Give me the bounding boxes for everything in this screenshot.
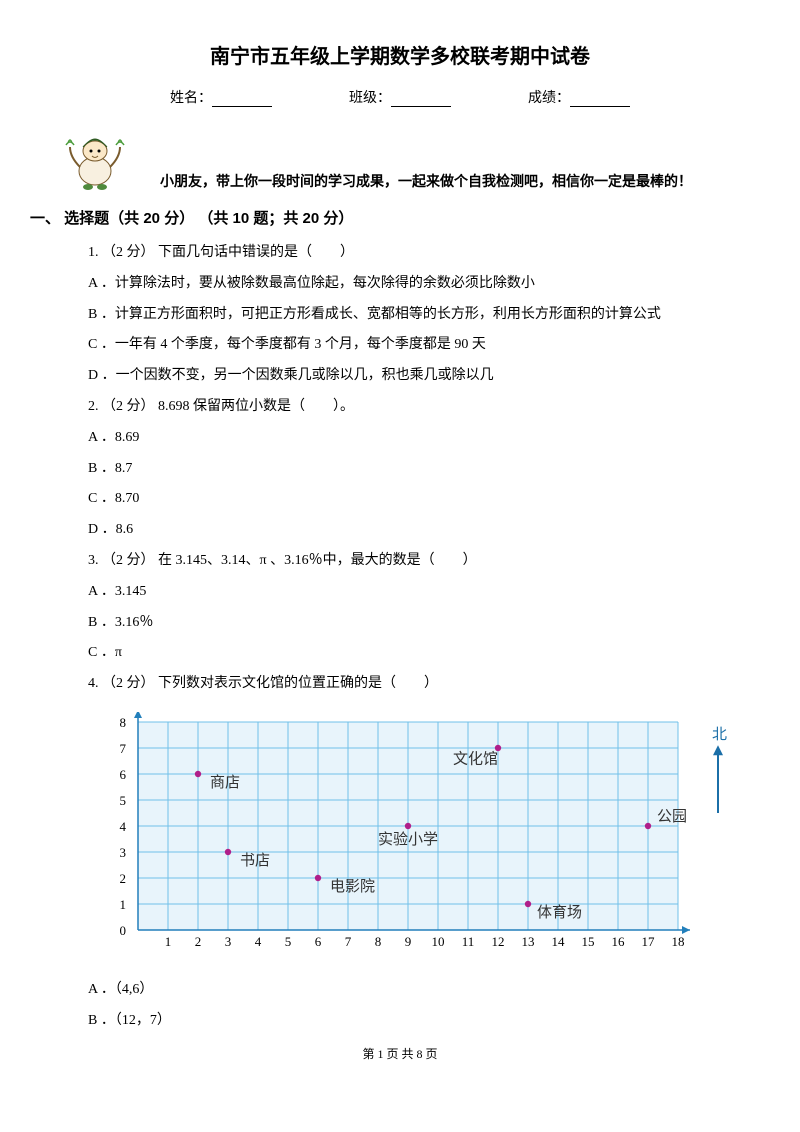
q4-optB: B ．（12，7） [60, 1006, 740, 1037]
q2-stem: 2. （2 分） 8.698 保留两位小数是（ ）。 [60, 392, 740, 423]
svg-text:3: 3 [120, 845, 127, 860]
name-blank[interactable] [212, 92, 272, 107]
svg-text:公园: 公园 [657, 808, 687, 825]
name-label: 姓名： [170, 91, 212, 106]
info-line: 姓名： 班级： 成绩： [60, 87, 740, 107]
svg-text:6: 6 [120, 767, 127, 782]
svg-text:18: 18 [672, 934, 685, 949]
svg-text:电影院: 电影院 [330, 877, 375, 895]
q1-optB: B ．计算正方形面积时，可把正方形看成长、宽都相等的长方形，利用长方形面积的计算… [60, 300, 740, 331]
svg-text:0: 0 [120, 923, 127, 938]
score-label: 成绩： [528, 91, 570, 106]
svg-text:7: 7 [120, 741, 127, 756]
svg-text:2: 2 [120, 871, 127, 886]
svg-text:商店: 商店 [210, 774, 240, 791]
q3-optA: A ．3.145 [60, 577, 740, 608]
q1-stem: 1. （2 分） 下面几句话中错误的是（ ） [60, 238, 740, 269]
svg-text:13: 13 [522, 934, 535, 949]
svg-text:体育场: 体育场 [537, 904, 582, 921]
svg-text:5: 5 [120, 793, 127, 808]
q2-optB: B ．8.7 [60, 454, 740, 485]
svg-text:9: 9 [405, 934, 412, 949]
svg-text:1: 1 [120, 897, 127, 912]
mascot-image [60, 127, 130, 197]
svg-text:3: 3 [225, 934, 232, 949]
q1-optC: C ．一年有 4 个季度，每个季度都有 3 个月，每个季度都是 90 天 [60, 330, 740, 361]
svg-text:书店: 书店 [240, 852, 270, 869]
q4-stem: 4. （2 分） 下列数对表示文化馆的位置正确的是（ ） [60, 669, 740, 700]
svg-text:10: 10 [432, 934, 445, 949]
q2-optD: D ．8.6 [60, 515, 740, 546]
class-blank[interactable] [391, 92, 451, 107]
svg-text:14: 14 [552, 934, 566, 949]
section1-heading: 一、 选择题（共 20 分） （共 10 题；共 20 分） [30, 207, 740, 228]
svg-text:8: 8 [120, 715, 127, 730]
q2-optA: A ．8.69 [60, 423, 740, 454]
svg-text:北: 北 [712, 726, 727, 743]
coord-svg: 123456789101112131415161718012345678商店书店… [88, 712, 728, 962]
svg-text:6: 6 [315, 934, 322, 949]
svg-text:7: 7 [345, 934, 352, 949]
q1-optA: A ．计算除法时，要从被除数最高位除起，每次除得的余数必须比除数小 [60, 269, 740, 300]
svg-text:16: 16 [612, 934, 626, 949]
q2-optC: C ．8.70 [60, 484, 740, 515]
q3-optC: C ．π [60, 638, 740, 669]
page-footer: 第 1 页 共 8 页 [60, 1045, 740, 1062]
svg-text:15: 15 [582, 934, 595, 949]
q3-optB: B ．3.16％ [60, 608, 740, 639]
svg-text:1: 1 [165, 934, 172, 949]
svg-text:文化馆: 文化馆 [453, 751, 498, 768]
svg-text:11: 11 [462, 934, 475, 949]
svg-text:2: 2 [195, 934, 202, 949]
q4-optA: A ．（4,6） [60, 975, 740, 1006]
q1-optD: D ．一个因数不变，另一个因数乘几或除以几，积也乘几或除以几 [60, 361, 740, 392]
svg-text:5: 5 [285, 934, 292, 949]
coord-chart: 123456789101112131415161718012345678商店书店… [88, 712, 740, 967]
page-title: 南宁市五年级上学期数学多校联考期中试卷 [60, 40, 740, 69]
class-label: 班级： [349, 91, 391, 106]
svg-text:12: 12 [492, 934, 505, 949]
svg-text:17: 17 [642, 934, 656, 949]
score-blank[interactable] [570, 92, 630, 107]
q3-stem: 3. （2 分） 在 3.145、3.14、π 、3.16％中，最大的数是（ ） [60, 546, 740, 577]
svg-text:4: 4 [120, 819, 127, 834]
svg-text:8: 8 [375, 934, 382, 949]
intro-text: 小朋友，带上你一段时间的学习成果，一起来做个自我检测吧，相信你一定是最棒的！ [130, 171, 740, 197]
svg-text:实验小学: 实验小学 [378, 831, 438, 848]
svg-text:4: 4 [255, 934, 262, 949]
